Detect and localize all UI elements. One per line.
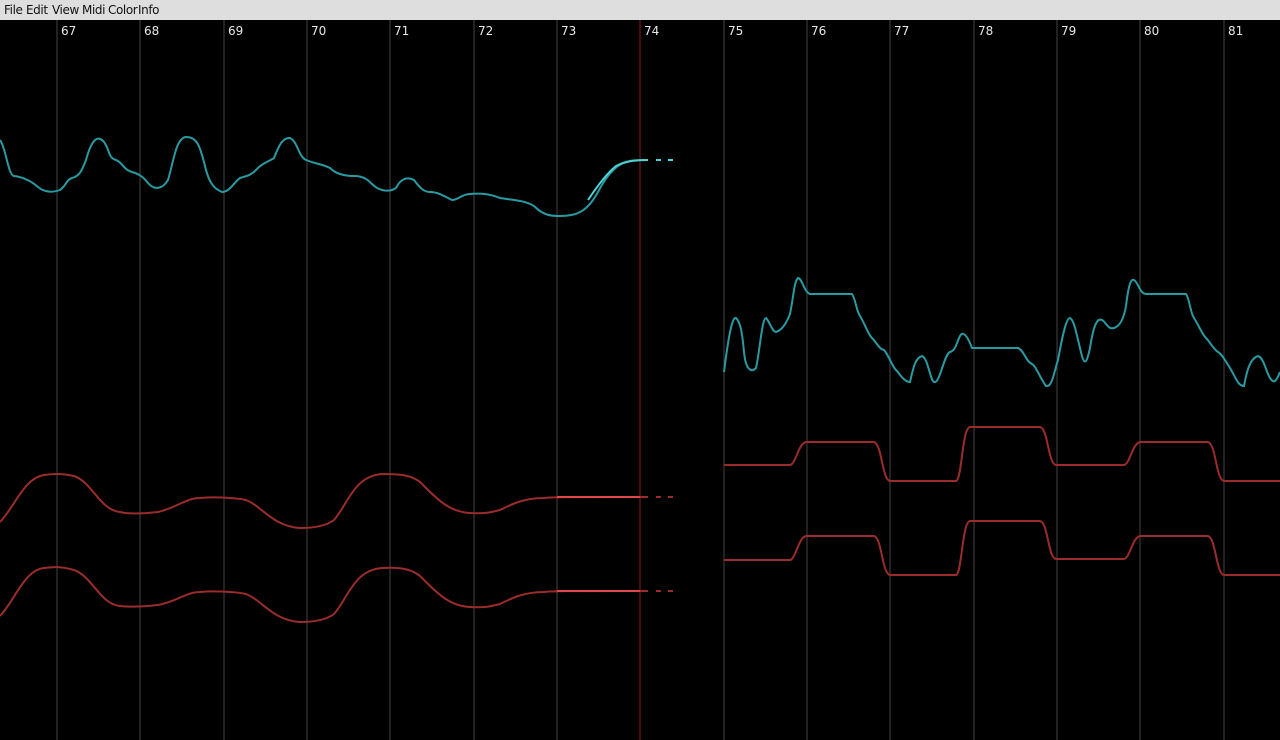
bar-label-72: 72 [478,24,493,38]
bar-label-73: 73 [561,24,576,38]
bar-label-80: 80 [1144,24,1159,38]
bar-label-81: 81 [1228,24,1243,38]
pitch-curve-active-tail [587,159,649,201]
bar-label-70: 70 [311,24,326,38]
voice-curve-right-upper[interactable] [724,426,1280,482]
voice-curve-left-upper[interactable] [0,472,649,530]
bar-gridlines [56,20,1225,740]
menu-midi[interactable]: Midi [82,3,106,17]
bar-label-69: 69 [228,24,243,38]
menu-file[interactable]: File [4,3,23,17]
bar-label-79: 79 [1061,24,1076,38]
pitch-curve-right[interactable] [723,276,1280,388]
bar-label-75: 75 [728,24,743,38]
menu-edit[interactable]: Edit [26,3,48,17]
bar-number-labels: 67 68 69 70 71 72 73 74 75 76 77 78 79 8… [61,24,1243,38]
bar-label-71: 71 [394,24,409,38]
bar-label-74: 74 [644,24,659,38]
menu-info[interactable]: Info [138,3,160,17]
voice-curve-right-lower[interactable] [724,520,1280,576]
bar-label-78: 78 [978,24,993,38]
menu-bar: File Edit View Midi Color Info [0,0,1280,20]
bar-label-67: 67 [61,24,76,38]
menu-view[interactable]: View [52,3,79,17]
bar-label-68: 68 [144,24,159,38]
timeline-canvas[interactable]: 67 68 69 70 71 72 73 74 75 76 77 78 79 8… [0,20,1280,740]
voice-curve-left-lower[interactable] [0,566,649,624]
pitch-curve-left[interactable] [0,135,649,218]
bar-label-76: 76 [811,24,826,38]
bar-label-77: 77 [894,24,909,38]
menu-color[interactable]: Color [108,3,138,17]
